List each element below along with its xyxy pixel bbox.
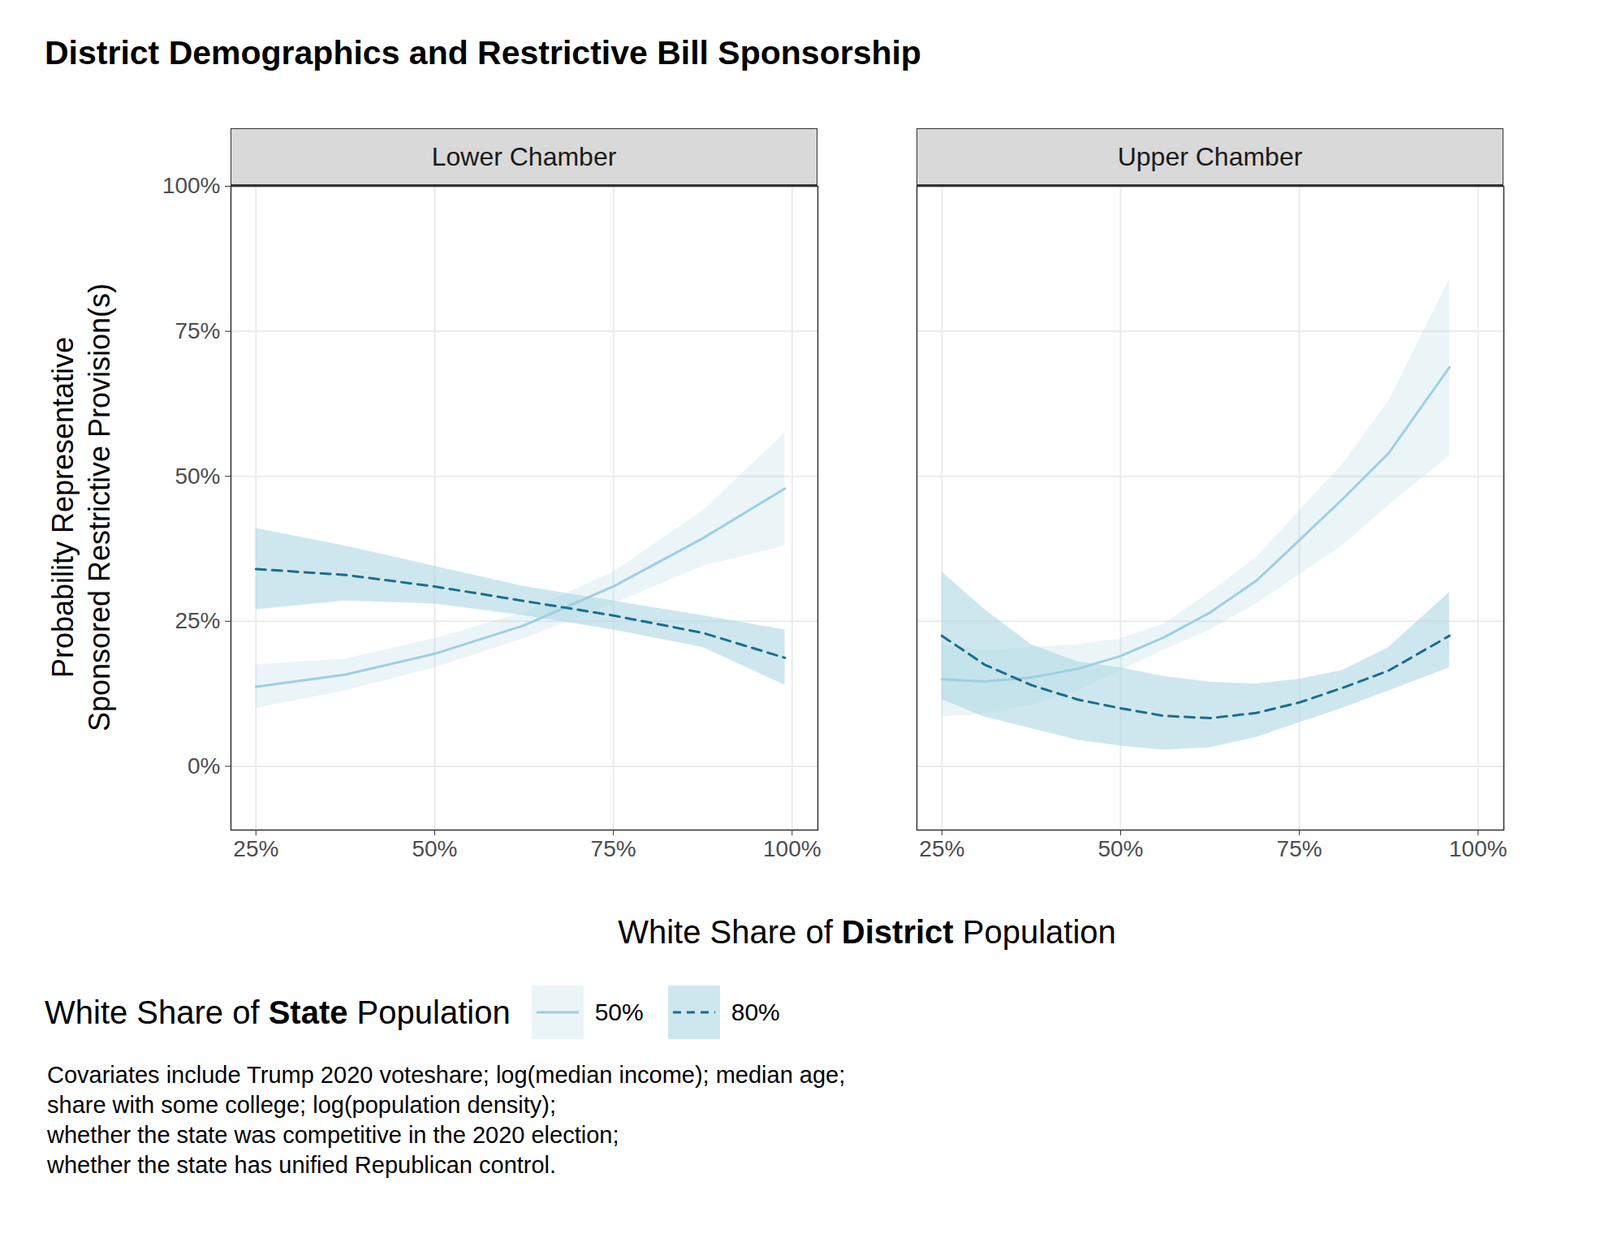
svg-text:50%: 50% [411,836,458,862]
svg-text:100%: 100% [763,836,822,862]
svg-text:100%: 100% [1449,836,1508,862]
html-text:Covariates include Trump 2020: Covariates include Trump 2020 voteshare;… [47,1061,846,1088]
svg-text:75%: 75% [1276,836,1323,862]
html-text:80%: 80% [731,998,780,1026]
svg-text:75%: 75% [174,318,220,344]
html-text:share with some college; log(p: share with some college; log(population … [47,1091,557,1118]
html-text:White Share of District Popula: White Share of District Population [617,914,1117,950]
svg-text:0%: 0% [187,753,220,779]
svg-text:50%: 50% [1097,836,1143,862]
html-text:50%: 50% [594,998,644,1026]
svg-text:100%: 100% [162,172,221,199]
svg-text:25%: 25% [232,836,279,862]
html-text:Lower Chamber: Lower Chamber [431,141,617,171]
svg-text:25%: 25% [174,608,220,634]
html-text:whether the state has unified: whether the state has unified Republican… [47,1152,557,1179]
svg-text:75%: 75% [590,836,637,862]
html-text:whether the state was competit: whether the state was competitive in the… [47,1122,619,1149]
svg-text:25%: 25% [918,836,965,862]
html-text:Probability Representative Spo: Probability Representative Sponsored Res… [46,283,117,732]
html-text:White Share of State Populatio: White Share of State Population [44,994,511,1030]
html-text:District Demographics and Rest: District Demographics and Restrictive Bi… [44,34,922,72]
html-text:Upper Chamber: Upper Chamber [1117,141,1303,171]
svg-text:50%: 50% [174,463,220,489]
